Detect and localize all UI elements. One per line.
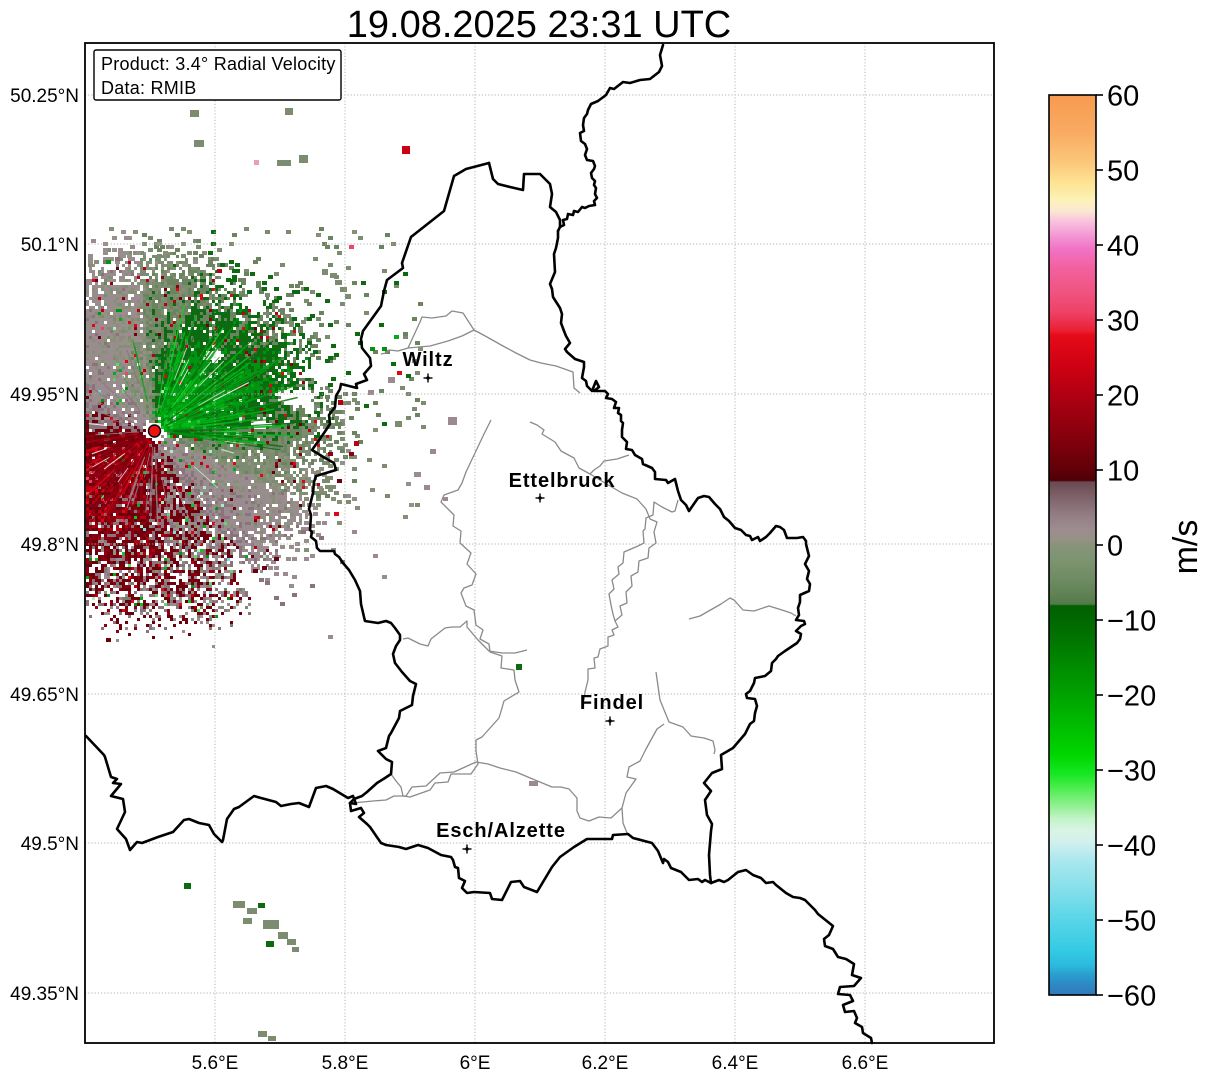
svg-text:Product: 3.4° Radial Velocity: Product: 3.4° Radial Velocity — [101, 54, 336, 74]
svg-text:m/s: m/s — [1167, 520, 1205, 575]
svg-text:6.6°E: 6.6°E — [842, 1053, 889, 1074]
svg-text:50.25°N: 50.25°N — [10, 86, 79, 107]
svg-text:6°E: 6°E — [460, 1053, 491, 1074]
svg-text:10: 10 — [1107, 456, 1139, 488]
svg-text:50: 50 — [1107, 156, 1139, 188]
svg-text:0: 0 — [1107, 531, 1123, 563]
svg-text:6.4°E: 6.4°E — [712, 1053, 759, 1074]
svg-text:Wiltz: Wiltz — [403, 349, 454, 371]
svg-text:Findel: Findel — [580, 692, 644, 714]
svg-text:49.8°N: 49.8°N — [21, 535, 79, 556]
svg-text:−20: −20 — [1107, 681, 1156, 713]
svg-text:49.5°N: 49.5°N — [21, 834, 79, 855]
svg-text:−60: −60 — [1107, 981, 1156, 1013]
svg-text:5.8°E: 5.8°E — [322, 1053, 369, 1074]
svg-text:49.35°N: 49.35°N — [10, 984, 79, 1005]
svg-text:−50: −50 — [1107, 906, 1156, 938]
svg-text:49.95°N: 49.95°N — [10, 385, 79, 406]
svg-text:Ettelbruck: Ettelbruck — [509, 470, 616, 492]
svg-text:30: 30 — [1107, 306, 1139, 338]
svg-text:19.08.2025 23:31 UTC: 19.08.2025 23:31 UTC — [347, 4, 732, 46]
svg-text:−10: −10 — [1107, 606, 1156, 638]
svg-text:−30: −30 — [1107, 756, 1156, 788]
svg-text:20: 20 — [1107, 381, 1139, 413]
svg-text:6.2°E: 6.2°E — [582, 1053, 629, 1074]
svg-text:49.65°N: 49.65°N — [10, 685, 79, 706]
svg-text:Data: RMIB: Data: RMIB — [101, 78, 197, 98]
svg-text:5.6°E: 5.6°E — [192, 1053, 239, 1074]
svg-text:Esch/Alzette: Esch/Alzette — [436, 820, 566, 842]
svg-text:40: 40 — [1107, 231, 1139, 263]
svg-text:−40: −40 — [1107, 831, 1156, 863]
svg-text:50.1°N: 50.1°N — [21, 235, 79, 256]
svg-text:60: 60 — [1107, 81, 1139, 113]
